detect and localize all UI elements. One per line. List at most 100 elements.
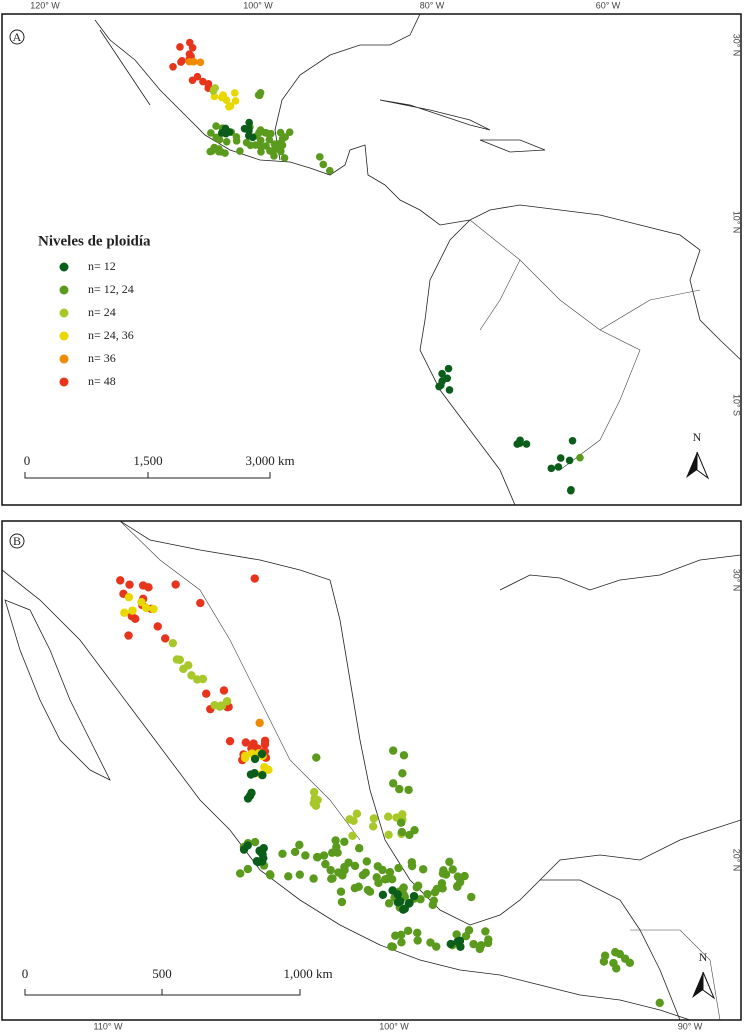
occurrence-point [382,874,392,883]
occurrence-point [385,868,395,877]
occurrence-point [384,830,393,839]
occurrence-point [547,464,556,473]
occurrence-point [438,869,448,878]
occurrence-point [453,937,462,946]
occurrence-point [149,604,158,614]
occurrence-point [437,879,447,888]
occurrence-point [394,863,403,873]
legend-title: Niveles de ploidía [38,233,151,249]
occurrence-point [212,122,220,130]
occurrence-point [243,841,252,850]
occurrence-point [416,895,425,904]
occurrence-point [554,463,563,471]
occurrence-point [267,129,275,138]
occurrence-point [242,138,251,147]
occurrence-point [378,890,388,900]
occurrence-point [256,88,265,97]
panel-label: B [13,534,21,548]
occurrence-point [187,671,196,680]
occurrence-point [448,865,457,874]
occurrence-point [196,598,205,608]
occurrence-point [138,581,148,590]
north-arrow [696,451,710,480]
legend-swatch [59,308,69,318]
occurrence-point [444,364,453,373]
occurrence-point [257,143,265,151]
occurrence-point [418,865,428,874]
occurrence-point [396,930,406,939]
occurrence-point [198,674,208,684]
occurrence-point [325,166,334,175]
occurrence-point [309,787,319,797]
occurrence-point [137,597,146,607]
occurrence-point [397,827,407,837]
north-arrow [686,452,697,478]
occurrence-point [285,128,294,136]
occurrence-point [243,794,253,803]
occurrence-point [266,147,274,155]
occurrence-point [225,128,234,136]
occurrence-point [383,812,393,821]
occurrence-point [235,869,245,878]
legend-label: n= 36 [88,351,116,365]
occurrence-point [484,935,493,944]
occurrence-point [217,701,227,710]
occurrence-point [301,851,310,860]
occurrence-point [443,374,452,383]
occurrence-point [231,89,239,97]
occurrence-point [116,576,125,585]
occurrence-point [222,138,231,146]
occurrence-point [196,58,205,67]
occurrence-point [255,718,264,728]
occurrence-point [338,871,347,880]
occurrence-point [209,87,218,95]
occurrence-point [358,870,368,880]
occurrence-point [295,870,305,879]
occurrence-point [350,861,360,871]
occurrence-point [315,153,324,161]
occurrence-point [556,454,565,462]
occurrence-point [403,926,413,935]
occurrence-point [169,62,177,71]
occurrence-point [128,606,137,615]
occurrence-point [405,898,414,908]
occurrence-point [389,779,398,788]
occurrence-point [333,848,342,857]
occurrence-point [365,887,375,896]
occurrence-point [309,874,318,883]
occurrence-point [413,936,422,945]
occurrence-point [467,892,476,902]
latitude-label: 10° S [732,394,742,416]
latitude-label: 30° N [732,34,742,57]
panel-b-basemap [2,521,741,1020]
occurrence-point [435,382,443,391]
occurrence-point [232,133,241,141]
occurrence-point [284,872,293,881]
legend-swatch [59,354,69,364]
longitude-label: 100° W [379,1021,409,1031]
occurrence-point [250,574,259,583]
occurrence-point [384,899,394,908]
legend-swatch [59,262,69,272]
legend-label: n= 12, 24 [88,282,134,296]
occurrence-point [185,38,194,47]
legend-label: n= 12 [88,259,116,273]
occurrence-point [397,938,406,947]
occurrence-point [655,998,664,1008]
occurrence-point [217,93,226,102]
panel-a-basemap [94,14,741,505]
occurrence-point [410,825,419,835]
occurrence-point [250,837,260,847]
occurrence-point [516,436,524,445]
occurrence-point [172,655,182,664]
occurrence-point [225,102,233,111]
occurrence-point [255,128,264,137]
occurrence-point [168,638,178,648]
occurrence-point [469,939,478,949]
occurrence-point [326,865,335,875]
occurrence-point [207,129,215,137]
occurrence-point [225,736,235,746]
longitude-label: 100° W [243,0,273,10]
occurrence-point [567,486,575,494]
